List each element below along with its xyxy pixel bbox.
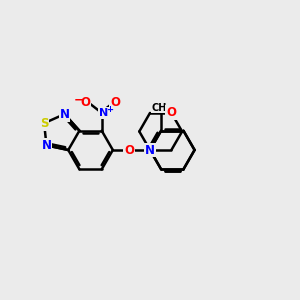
Text: N: N <box>99 108 108 118</box>
Text: N: N <box>41 139 52 152</box>
Text: +: + <box>106 105 112 114</box>
Text: CH₃: CH₃ <box>151 103 171 113</box>
Text: −: − <box>74 94 84 106</box>
Text: N: N <box>59 108 70 121</box>
Text: O: O <box>80 96 90 109</box>
Text: O: O <box>124 143 134 157</box>
Text: N: N <box>145 143 155 157</box>
Text: O: O <box>110 96 120 109</box>
Text: S: S <box>40 117 48 130</box>
Text: N: N <box>145 143 155 157</box>
Text: O: O <box>167 106 176 119</box>
